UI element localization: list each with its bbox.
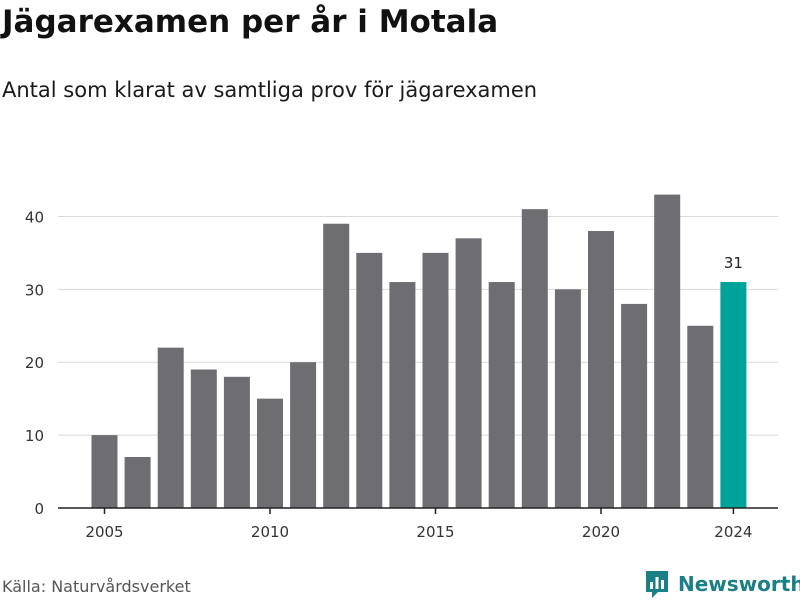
bar bbox=[588, 231, 614, 508]
y-tick-label: 30 bbox=[25, 281, 44, 299]
bar bbox=[389, 282, 416, 508]
bar-highlighted bbox=[720, 282, 747, 508]
x-axis-ticks: 2005 2010 2015 2020 2024 bbox=[85, 508, 752, 541]
y-tick-label: 10 bbox=[25, 427, 44, 445]
bar bbox=[91, 435, 118, 508]
bar bbox=[124, 456, 151, 508]
x-tick-label: 2010 bbox=[251, 523, 289, 541]
bars bbox=[91, 194, 747, 509]
bar bbox=[323, 223, 350, 508]
bar bbox=[257, 398, 283, 508]
y-tick-label: 0 bbox=[34, 500, 44, 518]
bar bbox=[356, 252, 383, 508]
x-tick-label: 2005 bbox=[85, 523, 123, 541]
brand-name: Newsworthy bbox=[678, 572, 800, 596]
bar-chart-logo-icon bbox=[646, 571, 668, 598]
x-tick-label: 2024 bbox=[714, 523, 752, 541]
x-tick-label: 2020 bbox=[582, 523, 620, 541]
data-label: 31 bbox=[724, 254, 743, 272]
source-note: Källa: Naturvårdsverket bbox=[2, 577, 191, 596]
bar bbox=[190, 369, 217, 508]
bar bbox=[223, 376, 250, 508]
chart-title: Jägarexamen per år i Motala bbox=[2, 4, 499, 40]
y-tick-label: 20 bbox=[25, 354, 44, 372]
bar bbox=[290, 362, 317, 508]
bar bbox=[157, 347, 184, 508]
brand-logo: Newsworthy bbox=[644, 568, 800, 600]
y-tick-label: 40 bbox=[25, 208, 44, 226]
bar bbox=[687, 325, 714, 508]
x-tick-label: 2015 bbox=[416, 523, 454, 541]
bar bbox=[488, 282, 515, 508]
bar bbox=[654, 194, 681, 509]
data-labels: 31 bbox=[724, 254, 743, 272]
bar bbox=[554, 289, 581, 508]
bar bbox=[455, 238, 482, 509]
chart-subtitle: Antal som klarat av samtliga prov för jä… bbox=[2, 78, 538, 102]
bar bbox=[621, 303, 648, 508]
y-axis-ticks: 0 10 20 30 40 bbox=[25, 208, 44, 518]
bar bbox=[521, 209, 548, 508]
bar bbox=[422, 252, 449, 508]
